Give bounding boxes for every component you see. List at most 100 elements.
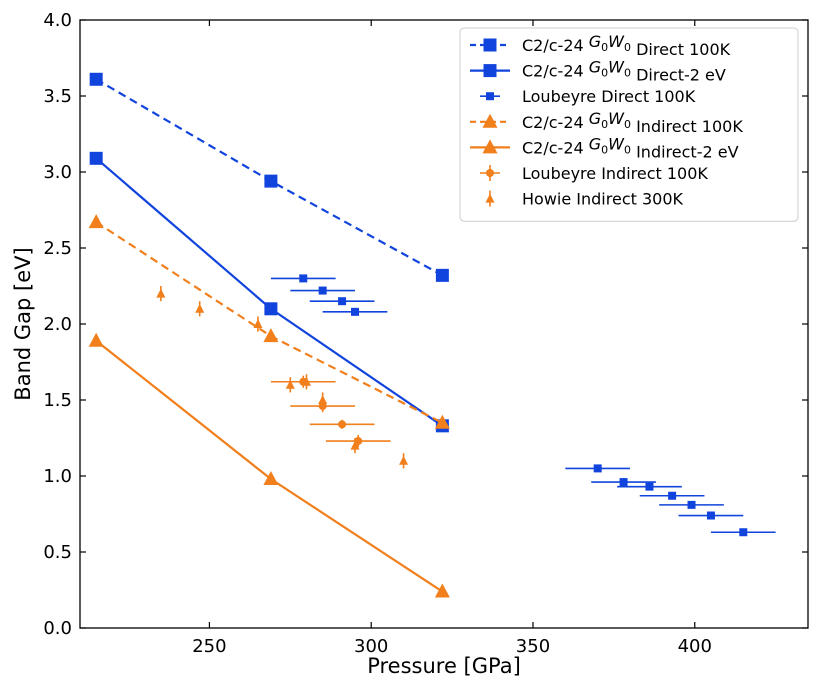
data-point-triangle bbox=[434, 583, 450, 598]
data-point-triangle bbox=[482, 139, 498, 154]
data-point-circle bbox=[486, 169, 494, 177]
legend-label: Loubeyre Indirect 100K bbox=[522, 164, 708, 183]
data-point-square bbox=[89, 151, 103, 165]
legend-label-math: 0 bbox=[624, 41, 631, 54]
x-tick-label: 250 bbox=[192, 636, 226, 657]
legend-label-math: G bbox=[589, 32, 601, 51]
series-line bbox=[95, 339, 443, 593]
data-point-triangle bbox=[318, 395, 328, 404]
data-point-triangle bbox=[263, 471, 279, 486]
data-point-triangle bbox=[156, 288, 166, 298]
data-point-triangle bbox=[485, 193, 495, 203]
y-tick-label: 0.5 bbox=[43, 542, 72, 563]
data-point-square bbox=[89, 72, 103, 86]
y-tick-label: 1.0 bbox=[43, 466, 72, 487]
data-point-square bbox=[483, 38, 497, 52]
series-5 bbox=[88, 332, 450, 598]
y-tick-label: 1.5 bbox=[43, 390, 72, 411]
data-point-square bbox=[593, 464, 602, 473]
y-tick-label: 4.0 bbox=[43, 10, 72, 31]
legend-label-math: 0 bbox=[624, 143, 631, 156]
legend-entry: C2/c-24 G0W0 Indirect-2 eV bbox=[470, 134, 739, 161]
series-1 bbox=[89, 72, 449, 282]
data-point-square bbox=[299, 274, 308, 283]
series-4 bbox=[88, 214, 450, 429]
x-tick-label: 400 bbox=[678, 636, 712, 657]
data-point-square bbox=[351, 307, 360, 316]
legend-label-math: W bbox=[608, 109, 625, 128]
data-point-square bbox=[264, 174, 278, 188]
data-point-square bbox=[264, 302, 278, 316]
legend-label: C2/c-24 G0W0 Direct-2 eV bbox=[522, 58, 726, 85]
legend-label-math: 0 bbox=[601, 67, 608, 80]
x-tick-label: 350 bbox=[516, 636, 550, 657]
legend-label-prefix: C2/c-24 bbox=[522, 62, 589, 81]
data-point-triangle bbox=[263, 328, 279, 343]
legend-label-math: G bbox=[589, 58, 601, 77]
legend-label: C2/c-24 G0W0 Indirect 100K bbox=[522, 109, 743, 136]
legend-label-math: G bbox=[589, 134, 601, 153]
data-point-square bbox=[687, 500, 696, 509]
y-tick-label: 3.0 bbox=[43, 162, 72, 183]
legend-label-math: 0 bbox=[601, 143, 608, 156]
legend-label-prefix: C2/c-24 bbox=[522, 113, 589, 132]
data-point-triangle bbox=[285, 379, 295, 389]
y-tick-label: 2.5 bbox=[43, 238, 72, 259]
data-point-square bbox=[318, 286, 327, 295]
legend-label-math: 0 bbox=[601, 118, 608, 131]
axis-ticks: 250 300 350 400 0.0 0.5 1.0 1.5 2.0 2.5 3.0 3.5 4.0 bbox=[43, 10, 808, 657]
series-3 bbox=[270, 274, 776, 537]
series-7 bbox=[156, 286, 409, 469]
legend-label-suffix: Direct-2 eV bbox=[631, 66, 726, 85]
x-tick-label: 300 bbox=[354, 636, 388, 657]
data-point-square bbox=[486, 92, 494, 101]
legend-label-prefix: C2/c-24 bbox=[522, 138, 589, 157]
legend-label-math: W bbox=[608, 58, 625, 77]
legend-label: C2/c-24 G0W0 Direct 100K bbox=[522, 32, 731, 59]
data-point-triangle bbox=[350, 440, 360, 450]
legend-entry: C2/c-24 G0W0 Direct-2 eV bbox=[470, 58, 726, 85]
legend-label-math: G bbox=[589, 109, 601, 128]
legend-entry: C2/c-24 G0W0 Indirect 100K bbox=[470, 109, 743, 136]
plot-area bbox=[88, 72, 776, 598]
y-tick-label: 0.0 bbox=[43, 618, 72, 639]
legend-label-suffix: Indirect 100K bbox=[631, 117, 743, 136]
legend-box bbox=[459, 27, 799, 222]
series-line bbox=[95, 221, 443, 424]
series-line bbox=[95, 157, 444, 427]
data-point-square bbox=[338, 297, 347, 306]
legend-label-suffix: Direct 100K bbox=[631, 40, 731, 59]
legend-label: Loubeyre Direct 100K bbox=[522, 87, 696, 106]
legend-label-math: W bbox=[608, 134, 625, 153]
data-point-circle bbox=[354, 437, 363, 446]
data-point-triangle bbox=[253, 319, 263, 328]
data-point-circle bbox=[338, 420, 347, 429]
legend-entry: C2/c-24 G0W0 Direct 100K bbox=[470, 32, 731, 59]
legend-label-math: 0 bbox=[624, 67, 631, 80]
data-point-square bbox=[483, 64, 497, 78]
legend-label-math: 0 bbox=[601, 41, 608, 54]
data-point-square bbox=[435, 268, 449, 282]
legend-label: Howie Indirect 300K bbox=[522, 190, 684, 209]
data-point-square bbox=[668, 491, 677, 500]
y-tick-label: 2.0 bbox=[43, 314, 72, 335]
data-point-square bbox=[645, 482, 654, 491]
data-point-square bbox=[739, 528, 748, 537]
legend-label-math: 0 bbox=[624, 118, 631, 131]
data-point-triangle bbox=[399, 455, 409, 465]
data-point-triangle bbox=[88, 214, 104, 229]
legend-entry: Loubeyre Direct 100K bbox=[480, 87, 696, 106]
data-point-square bbox=[706, 511, 715, 520]
data-point-triangle bbox=[482, 113, 498, 128]
x-axis-title: Pressure [GPa] bbox=[367, 654, 521, 678]
data-point-square bbox=[619, 478, 628, 487]
data-point-triangle bbox=[434, 414, 450, 429]
data-point-triangle bbox=[301, 376, 311, 386]
legend-label-math: W bbox=[608, 32, 625, 51]
data-point-triangle bbox=[195, 303, 205, 313]
legend-entry: Loubeyre Indirect 100K bbox=[480, 164, 708, 183]
legend-label-suffix: Indirect-2 eV bbox=[631, 142, 739, 161]
legend-label-prefix: C2/c-24 bbox=[522, 36, 589, 55]
